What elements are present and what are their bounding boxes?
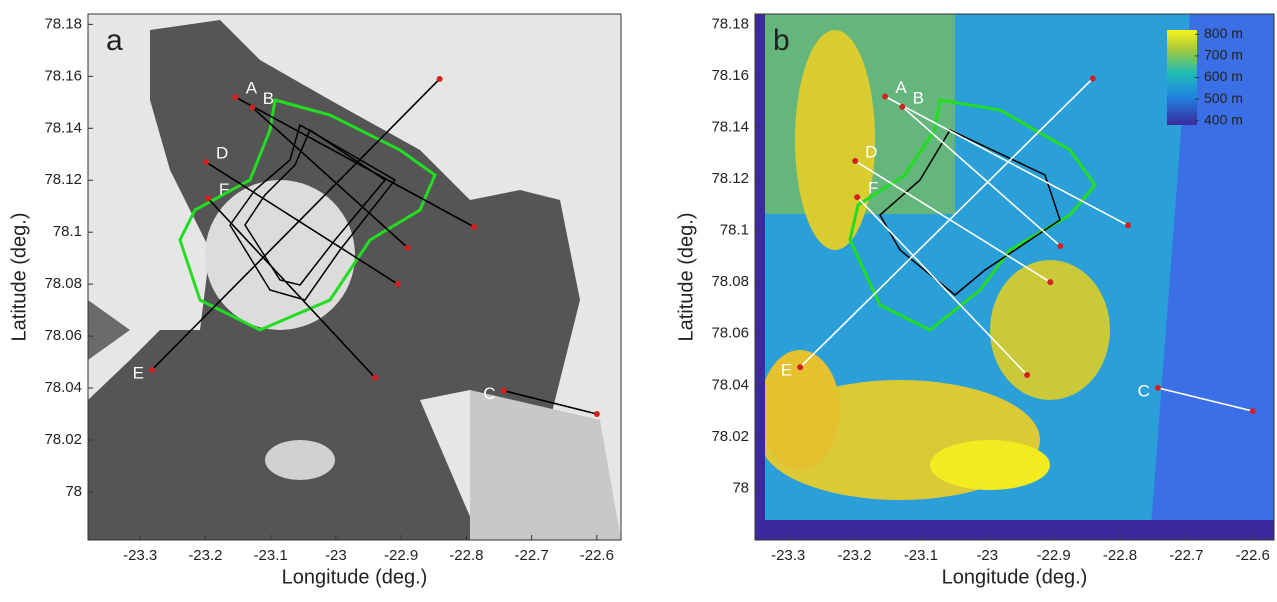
x-tick-label: -23.1 <box>904 547 938 564</box>
y-tick-label: 78 <box>732 479 749 496</box>
profile-label: E <box>133 363 144 382</box>
profile-point <box>232 94 238 100</box>
x-tick-label: -23 <box>325 547 347 564</box>
profile-point <box>882 94 888 100</box>
x-tick-label: -23.1 <box>254 547 288 564</box>
profile-point <box>149 367 155 373</box>
y-tick-label: 78.02 <box>711 428 749 445</box>
y-tick-label: 78.06 <box>44 327 82 344</box>
panel-label: b <box>773 24 790 57</box>
panel-label: a <box>106 24 123 57</box>
profile-point <box>594 411 600 417</box>
profile-point <box>1024 372 1030 378</box>
x-tick-label: -23.2 <box>837 547 871 564</box>
profile-point <box>203 159 209 165</box>
x-tick-label: -22.7 <box>1169 547 1203 564</box>
profile-label: F <box>219 180 229 199</box>
profile-label: E <box>781 361 792 380</box>
y-tick-label: 78.08 <box>44 275 82 292</box>
y-axis-label: Latitude (deg.) <box>8 213 30 342</box>
y-tick-label: 78.04 <box>44 379 82 396</box>
profile-point <box>1090 75 1096 81</box>
x-tick-label: -23.3 <box>771 547 805 564</box>
x-tick-label: -22.9 <box>384 547 418 564</box>
x-tick-label: -22.9 <box>1037 547 1071 564</box>
y-axis-label: Latitude (deg.) <box>675 213 697 342</box>
x-tick-label: -22.8 <box>449 547 483 564</box>
profile-point <box>205 195 211 201</box>
y-tick-label: 78.1 <box>53 223 82 240</box>
x-tick-label: -22.8 <box>1103 547 1137 564</box>
profile-label: B <box>263 89 274 108</box>
y-tick-label: 78.16 <box>44 67 82 84</box>
profile-label: F <box>868 179 878 198</box>
profile-label: D <box>216 144 228 163</box>
figure: -23.3 -23.2 -23.1 -23 -22.9 -22.8 -22.7 -22.6 78… <box>0 0 1277 597</box>
colorbar-label: 800 m <box>1204 25 1243 41</box>
y-tick-label: 78.06 <box>711 325 749 342</box>
y-tick-label: 78.1 <box>720 222 749 239</box>
colorbar-label: 600 m <box>1204 68 1243 84</box>
y-tick-label: 78.14 <box>44 119 82 136</box>
x-axis-label: Longitude (deg.) <box>942 566 1088 588</box>
profile-label: C <box>1138 381 1150 400</box>
y-tick-label: 78.04 <box>711 376 749 393</box>
profile-point <box>405 245 411 251</box>
y-tick-label: 78.12 <box>44 171 82 188</box>
profile-point <box>854 194 860 200</box>
y-tick-label: 78 <box>65 483 82 500</box>
y-tick-label: 78.08 <box>711 273 749 290</box>
profile-point <box>1250 408 1256 414</box>
x-tick-label: -22.6 <box>1236 547 1270 564</box>
profile-point <box>471 224 477 230</box>
profile-label: C <box>483 384 495 403</box>
profile-point <box>395 281 401 287</box>
profile-point <box>797 364 803 370</box>
x-tick-label: -22.6 <box>580 547 614 564</box>
y-tick-label: 78.16 <box>711 67 749 84</box>
y-tick-label: 78.18 <box>44 15 82 32</box>
y-tick-label: 78.18 <box>711 15 749 32</box>
x-tick-label: -23.2 <box>188 547 222 564</box>
profile-label: D <box>865 142 877 161</box>
profile-point <box>501 388 507 394</box>
profile-label: B <box>913 88 924 107</box>
y-tick-label: 78.14 <box>711 118 749 135</box>
profile-label: A <box>246 79 258 98</box>
colorbar-label: 400 m <box>1204 111 1243 127</box>
y-tick-label: 78.02 <box>44 431 82 448</box>
profile-point <box>1057 243 1063 249</box>
profile-point <box>372 375 378 381</box>
x-tick-label: -23.3 <box>123 547 157 564</box>
profile-label: A <box>895 78 907 97</box>
profile-point <box>1047 279 1053 285</box>
profile-point <box>1125 222 1131 228</box>
profile-point <box>249 105 255 111</box>
profile-point <box>899 104 905 110</box>
profile-point <box>1155 385 1161 391</box>
profile-point <box>437 76 443 82</box>
colorbar-label: 500 m <box>1204 90 1243 106</box>
satellite-image <box>88 14 621 540</box>
x-tick-label: -23 <box>976 547 998 564</box>
colorbar <box>1167 30 1197 125</box>
y-tick-label: 78.12 <box>711 170 749 187</box>
x-tick-label: -22.7 <box>515 547 549 564</box>
profile-point <box>852 158 858 164</box>
colorbar-label: 700 m <box>1204 47 1243 63</box>
x-axis-label: Longitude (deg.) <box>282 566 428 588</box>
